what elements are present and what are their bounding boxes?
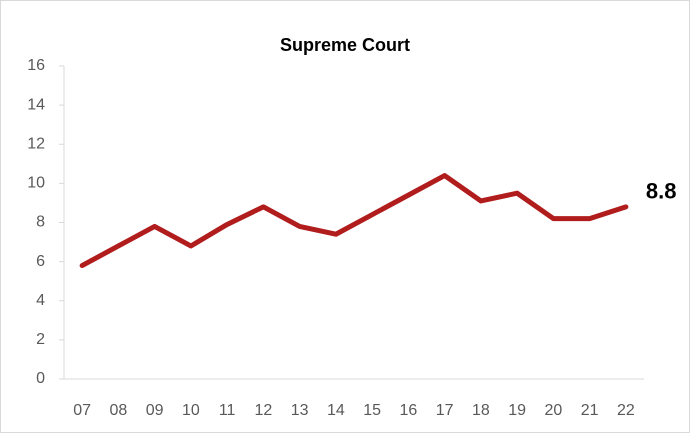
x-tick-label: 09 xyxy=(146,402,164,419)
x-tick-label: 16 xyxy=(399,402,417,419)
x-tick-label: 12 xyxy=(254,402,272,419)
data-line xyxy=(79,173,629,269)
x-tick-label: 14 xyxy=(327,402,345,419)
y-tick-label: 12 xyxy=(27,135,45,152)
y-tick-label: 6 xyxy=(36,253,45,270)
x-tick-label: 20 xyxy=(544,402,562,419)
data-label: 8.8 xyxy=(646,179,677,204)
y-tick-label: 4 xyxy=(36,292,45,309)
y-tick-label: 8 xyxy=(36,214,45,231)
x-tick-label: 17 xyxy=(436,402,454,419)
x-tick-label: 07 xyxy=(73,402,91,419)
x-tick-label: 22 xyxy=(617,402,635,419)
chart-title: Supreme Court xyxy=(280,35,410,55)
y-tick-label: 16 xyxy=(27,57,45,74)
x-tick-label: 10 xyxy=(182,402,200,419)
x-tick-label: 19 xyxy=(508,402,526,419)
x-tick-label: 13 xyxy=(291,402,309,419)
x-tick-label: 21 xyxy=(581,402,599,419)
x-tick-label: 15 xyxy=(363,402,381,419)
y-tick-label: 14 xyxy=(27,96,45,113)
x-tick-label: 08 xyxy=(109,402,127,419)
y-tick-label: 2 xyxy=(36,331,45,348)
x-tick-label: 11 xyxy=(219,402,236,419)
y-tick-label: 10 xyxy=(27,175,45,192)
x-tick-label: 18 xyxy=(472,402,490,419)
y-tick-label: 0 xyxy=(36,370,45,387)
